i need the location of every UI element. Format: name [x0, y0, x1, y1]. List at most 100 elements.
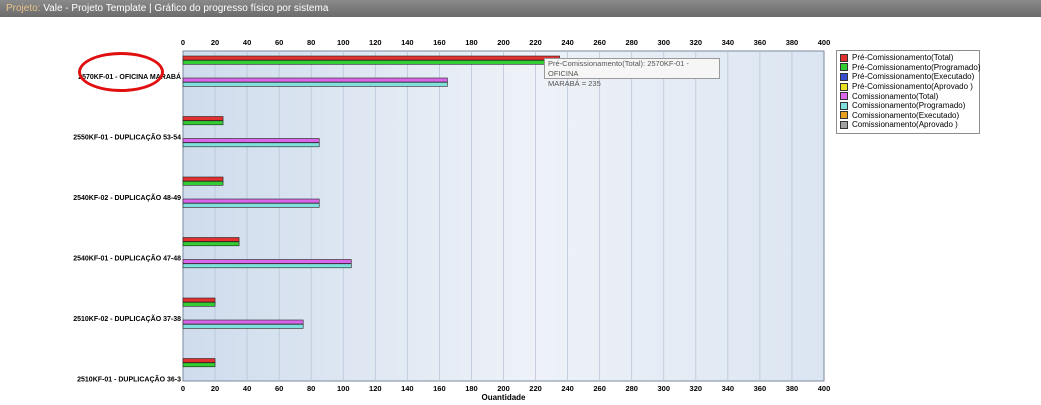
- legend-swatch: [840, 111, 848, 120]
- legend-label: Pré-Comissionamento(Aprovado ): [852, 82, 973, 92]
- x-tick-label-top: 240: [561, 38, 574, 47]
- x-tick-label-bottom: 20: [211, 384, 219, 393]
- x-tick-label-bottom: 60: [275, 384, 283, 393]
- x-tick-label-bottom: 0: [181, 384, 185, 393]
- x-tick-label-bottom: 80: [307, 384, 315, 393]
- x-tick-label-top: 300: [657, 38, 670, 47]
- legend-swatch: [840, 72, 848, 81]
- bar: [182, 358, 216, 363]
- x-tick-label-top: 160: [433, 38, 446, 47]
- x-tick-label-top: 140: [401, 38, 414, 47]
- bar: [182, 120, 224, 126]
- bar: [182, 301, 216, 307]
- category-label: 2540KF-01 - DUPLICAÇÃO 47-48: [73, 254, 181, 263]
- x-tick-label-top: 120: [369, 38, 382, 47]
- bar: [182, 181, 224, 186]
- legend-label: Comissionamento(Executado): [852, 110, 960, 120]
- project-label: Projeto:: [6, 3, 41, 14]
- legend-item: Comissionamento(Total): [840, 91, 976, 101]
- bar: [182, 77, 448, 83]
- legend-swatch: [840, 82, 848, 91]
- bar: [182, 81, 448, 87]
- legend-item: Comissionamento(Executado): [840, 111, 976, 121]
- bar: [182, 138, 320, 143]
- data-tooltip: Pré-Comissionamento(Total): 2570KF-01 - …: [544, 58, 720, 88]
- category-label: 2550KF-01 - DUPLICAÇÃO 53-54: [73, 133, 181, 142]
- x-tick-label-bottom: 120: [369, 384, 382, 393]
- x-tick-label-bottom: 360: [754, 384, 767, 393]
- legend-item: Pré-Comissionamento(Executado): [840, 72, 976, 82]
- x-tick-label-bottom: 180: [465, 384, 478, 393]
- legend-swatch: [840, 92, 848, 101]
- legend-label: Pré-Comissionamento(Executado): [852, 72, 975, 82]
- page-title: Vale - Projeto Template | Gráfico do pro…: [43, 3, 329, 14]
- x-tick-label-bottom: 260: [593, 384, 606, 393]
- bar: [182, 362, 216, 368]
- bar: [182, 297, 216, 303]
- bar: [182, 259, 352, 264]
- x-tick-label-bottom: 160: [433, 384, 446, 393]
- x-tick-label-bottom: 220: [529, 384, 542, 393]
- x-tick-label-top: 320: [690, 38, 703, 47]
- category-label: 2510KF-01 - DUPLICAÇÃO 36-3: [77, 375, 181, 384]
- x-tick-label-bottom: 400: [818, 384, 831, 393]
- legend-swatch: [840, 63, 848, 72]
- legend-label: Comissionamento(Total): [852, 91, 939, 101]
- bar: [182, 176, 224, 182]
- x-tick-label-bottom: 280: [625, 384, 638, 393]
- legend-label: Pré-Comissionamento(Total): [852, 53, 954, 63]
- x-tick-label-top: 360: [754, 38, 767, 47]
- x-tick-label-top: 260: [593, 38, 606, 47]
- x-tick-label-top: 280: [625, 38, 638, 47]
- legend-swatch: [840, 101, 848, 110]
- bar: [182, 142, 320, 148]
- x-tick-label-top: 60: [275, 38, 283, 47]
- bar: [182, 237, 240, 242]
- bar: [182, 116, 224, 121]
- x-tick-label-top: 40: [243, 38, 251, 47]
- x-tick-label-bottom: 200: [497, 384, 510, 393]
- x-tick-label-top: 180: [465, 38, 478, 47]
- bar: [182, 323, 304, 329]
- bar: [182, 198, 320, 204]
- chart-legend: Pré-Comissionamento(Total) Pré-Comissiona…: [836, 50, 981, 134]
- legend-item: Comissionamento(Programado): [840, 101, 976, 111]
- bar: [182, 319, 304, 325]
- tooltip-line-2: MARABÁ = 235: [548, 79, 601, 88]
- legend-item: Pré-Comissionamento(Aprovado ): [840, 82, 976, 92]
- legend-label: Pré-Comissionamento(Programado): [852, 62, 981, 72]
- x-tick-label-bottom: 380: [786, 384, 799, 393]
- x-tick-label-bottom: 300: [657, 384, 670, 393]
- x-tick-label-bottom: 340: [722, 384, 735, 393]
- category-label: 2510KF-02 - DUPLICAÇÃO 37-38: [73, 314, 181, 323]
- x-axis-label: Quantidade: [481, 393, 526, 400]
- legend-item: Pré-Comissionamento(Total): [840, 53, 976, 63]
- tooltip-line-1: Pré-Comissionamento(Total): 2570KF-01 - …: [548, 59, 689, 78]
- legend-swatch: [840, 53, 848, 62]
- legend-item: Pré-Comissionamento(Programado): [840, 63, 981, 73]
- bar: [182, 263, 352, 269]
- x-tick-label-bottom: 320: [690, 384, 703, 393]
- bar: [182, 241, 240, 247]
- x-tick-label-top: 0: [181, 38, 185, 47]
- x-tick-label-top: 380: [786, 38, 799, 47]
- bar: [182, 55, 560, 61]
- x-tick-label-top: 340: [722, 38, 735, 47]
- x-tick-label-bottom: 140: [401, 384, 414, 393]
- legend-swatch: [840, 120, 848, 129]
- bar: [182, 203, 320, 208]
- x-tick-label-top: 400: [818, 38, 831, 47]
- legend-label: Comissionamento(Programado): [852, 101, 966, 111]
- x-tick-label-top: 200: [497, 38, 510, 47]
- x-tick-label-bottom: 240: [561, 384, 574, 393]
- x-tick-label-top: 100: [337, 38, 350, 47]
- x-tick-label-top: 20: [211, 38, 219, 47]
- category-label: 2540KF-02 - DUPLICAÇÃO 48-49: [73, 193, 181, 202]
- highlight-circle: [78, 52, 164, 92]
- legend-label: Comissionamento(Aprovado ): [852, 120, 958, 130]
- bar: [182, 59, 560, 65]
- window-title-bar: Projeto: Vale - Projeto Template | Gráfi…: [0, 0, 1041, 17]
- x-tick-label-top: 80: [307, 38, 315, 47]
- x-tick-label-bottom: 40: [243, 384, 251, 393]
- legend-item: Comissionamento(Aprovado ): [840, 120, 976, 130]
